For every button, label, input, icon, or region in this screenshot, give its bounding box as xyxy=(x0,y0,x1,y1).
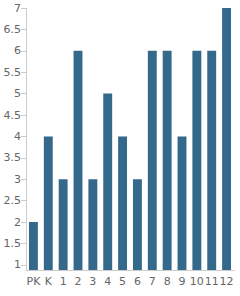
svg-text:K: K xyxy=(45,275,53,288)
svg-text:2.5: 2.5 xyxy=(4,194,22,207)
svg-text:11: 11 xyxy=(205,275,219,288)
svg-text:3: 3 xyxy=(14,173,21,186)
svg-text:8: 8 xyxy=(164,275,171,288)
svg-text:7: 7 xyxy=(14,2,21,15)
svg-text:1: 1 xyxy=(60,275,67,288)
svg-text:5: 5 xyxy=(14,87,21,100)
svg-text:12: 12 xyxy=(220,275,234,288)
svg-text:9: 9 xyxy=(179,275,186,288)
svg-text:1: 1 xyxy=(14,258,21,271)
svg-text:10: 10 xyxy=(190,275,204,288)
svg-text:6.5: 6.5 xyxy=(4,23,22,36)
svg-text:4.5: 4.5 xyxy=(4,109,22,122)
svg-text:2: 2 xyxy=(14,216,21,229)
svg-text:5.5: 5.5 xyxy=(4,66,22,79)
svg-text:4: 4 xyxy=(14,130,21,143)
svg-text:6: 6 xyxy=(134,275,141,288)
svg-text:7: 7 xyxy=(149,275,156,288)
svg-text:2: 2 xyxy=(75,275,82,288)
svg-text:6: 6 xyxy=(14,44,21,57)
svg-text:3.5: 3.5 xyxy=(4,151,22,164)
svg-text:PK: PK xyxy=(26,275,41,288)
svg-text:4: 4 xyxy=(104,275,111,288)
svg-text:5: 5 xyxy=(119,275,126,288)
svg-text:1.5: 1.5 xyxy=(4,237,22,250)
svg-text:3: 3 xyxy=(89,275,96,288)
